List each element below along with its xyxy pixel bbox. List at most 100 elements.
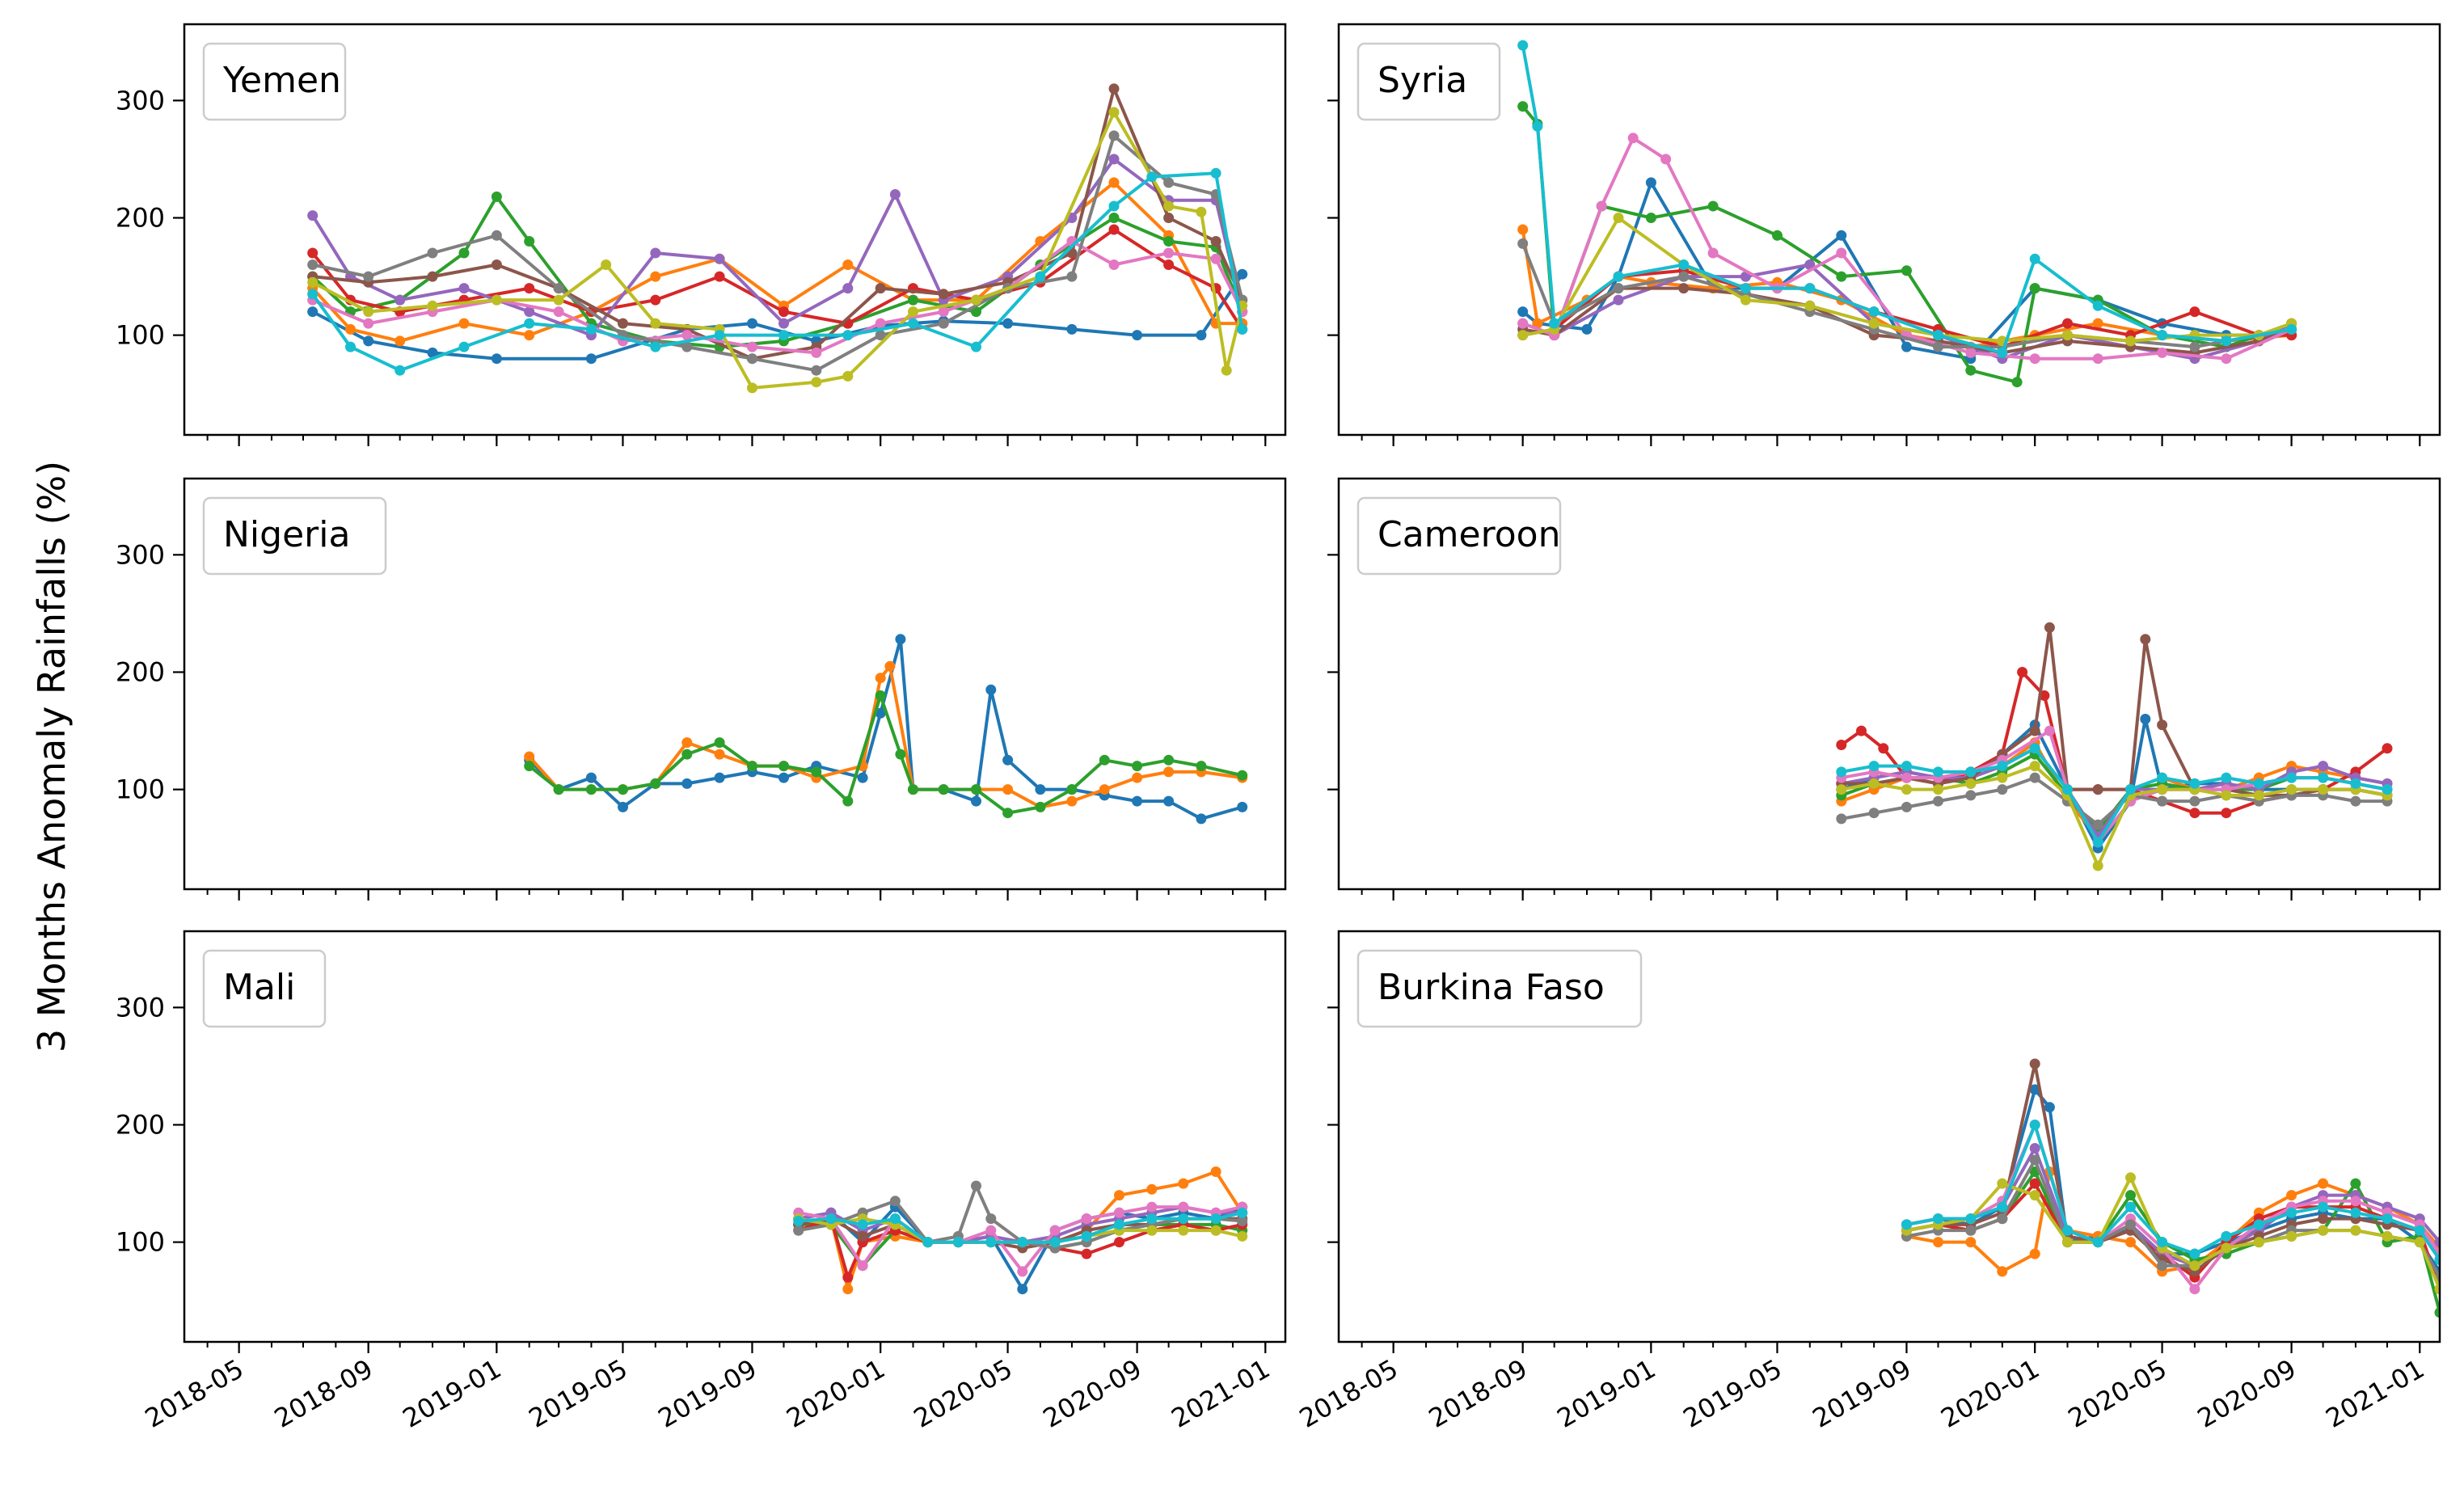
data-point xyxy=(811,365,822,376)
data-point xyxy=(1132,795,1143,807)
data-point xyxy=(2414,1225,2425,1236)
data-point xyxy=(491,353,502,365)
data-point xyxy=(1836,740,1847,750)
data-point xyxy=(1901,772,1912,783)
data-point xyxy=(1146,1225,1158,1236)
data-point xyxy=(1035,784,1046,795)
data-point xyxy=(2029,1248,2040,1259)
data-point xyxy=(2140,714,2151,724)
data-point xyxy=(363,335,374,347)
data-point xyxy=(458,318,470,329)
data-point xyxy=(875,690,886,701)
data-point xyxy=(1178,1178,1189,1189)
data-point xyxy=(363,306,374,318)
data-point xyxy=(1108,213,1120,223)
data-point xyxy=(1108,224,1120,235)
data-point xyxy=(1836,784,1847,795)
data-point xyxy=(857,1260,868,1272)
y-tick-label: 200 xyxy=(116,656,165,687)
data-point xyxy=(2189,1284,2200,1295)
data-point xyxy=(1933,766,1943,778)
data-point xyxy=(2125,1201,2136,1213)
y-tick-label: 300 xyxy=(116,992,165,1023)
data-point xyxy=(1868,306,1880,318)
data-point xyxy=(585,323,597,335)
panel-yemen: 100 200 300 Yemen xyxy=(116,23,1287,446)
data-point xyxy=(825,1213,837,1225)
data-point xyxy=(2221,1242,2232,1254)
data-point xyxy=(1740,283,1751,294)
data-point xyxy=(2382,743,2393,754)
data-point xyxy=(938,306,949,318)
data-point xyxy=(1804,300,1816,311)
y-tick-label: 100 xyxy=(116,320,165,351)
legend-label: Burkina Faso xyxy=(1378,967,1605,1008)
data-point xyxy=(2434,1254,2440,1265)
data-point xyxy=(2029,1120,2040,1130)
data-point xyxy=(2189,1260,2200,1272)
data-point xyxy=(1178,1213,1189,1225)
data-point xyxy=(938,289,949,300)
data-point xyxy=(618,318,628,329)
data-point xyxy=(553,294,564,306)
data-point xyxy=(2062,318,2073,329)
data-point xyxy=(1163,247,1175,259)
data-point xyxy=(681,778,693,789)
data-point xyxy=(1081,1248,1092,1259)
data-point xyxy=(1678,283,1690,294)
data-point xyxy=(1517,318,1529,329)
data-point xyxy=(2318,761,2329,772)
data-point xyxy=(1237,323,1248,335)
data-point xyxy=(2350,1207,2361,1218)
data-point xyxy=(2350,795,2361,807)
data-point xyxy=(2221,808,2232,819)
data-point xyxy=(1002,754,1014,766)
data-point xyxy=(2318,772,2329,783)
data-point xyxy=(1965,766,1977,778)
legend-box xyxy=(202,496,387,576)
data-point xyxy=(1002,808,1014,819)
data-point xyxy=(1178,1225,1189,1236)
data-point xyxy=(1660,154,1672,165)
data-point xyxy=(1836,813,1847,825)
data-point xyxy=(1933,1213,1943,1225)
data-point xyxy=(2092,860,2103,871)
data-point xyxy=(1965,347,1977,358)
data-point xyxy=(585,353,597,365)
legend-box xyxy=(202,949,327,1028)
data-point xyxy=(1163,177,1175,188)
data-point xyxy=(811,766,822,778)
data-point xyxy=(2414,1237,2425,1248)
series-line-5 xyxy=(311,157,1244,337)
data-point xyxy=(491,230,502,241)
data-point xyxy=(524,236,535,247)
data-point xyxy=(2029,253,2040,264)
data-point xyxy=(1933,341,1943,352)
data-point xyxy=(1108,259,1120,270)
data-point xyxy=(1017,1284,1028,1295)
data-point xyxy=(1099,784,1110,795)
data-point xyxy=(427,247,438,259)
data-point xyxy=(2350,1225,2361,1236)
data-point xyxy=(650,271,661,282)
data-point xyxy=(985,1237,997,1248)
data-point xyxy=(1868,778,1880,789)
data-point xyxy=(1163,213,1175,223)
data-point xyxy=(857,1219,868,1230)
data-point xyxy=(491,259,502,270)
data-point xyxy=(842,1272,854,1283)
data-point xyxy=(971,784,981,795)
data-point xyxy=(585,772,597,783)
data-point xyxy=(2189,341,2200,352)
data-point xyxy=(1901,1219,1912,1230)
data-point xyxy=(2029,353,2040,365)
data-point xyxy=(1049,1225,1061,1236)
data-point xyxy=(2286,772,2297,783)
data-point xyxy=(2286,1230,2297,1242)
data-point xyxy=(1965,778,1977,789)
data-point xyxy=(1517,238,1529,249)
data-point xyxy=(1108,107,1120,118)
data-point xyxy=(601,259,612,270)
data-point xyxy=(1933,795,1943,807)
data-point xyxy=(971,795,981,807)
